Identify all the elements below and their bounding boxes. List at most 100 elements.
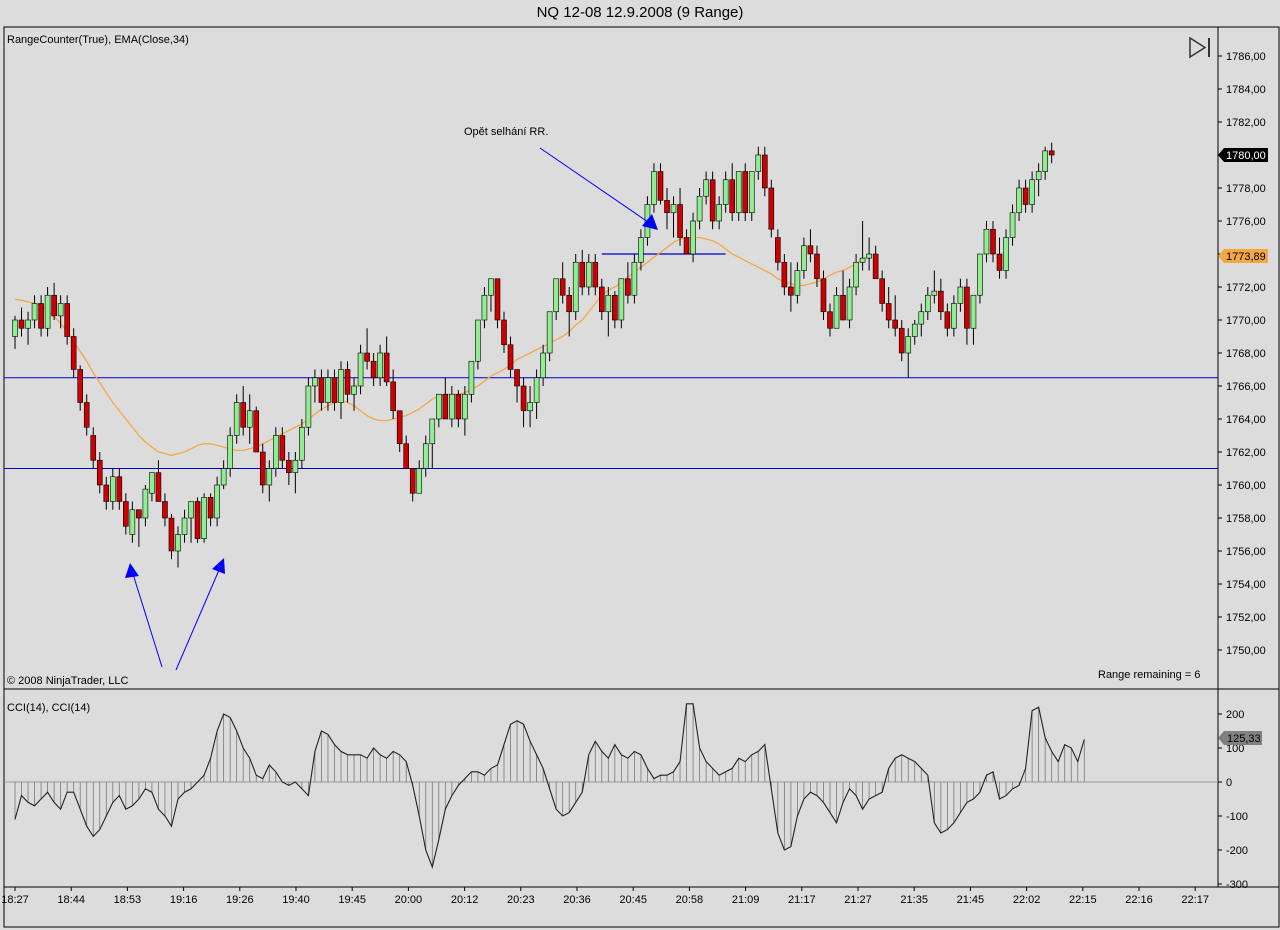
time-tick-label: 20:00: [395, 894, 423, 906]
down-candle-body: [390, 381, 396, 412]
candle: [540, 344, 546, 386]
time-tick-label: 19:26: [226, 894, 254, 906]
up-candle-body: [1042, 150, 1048, 172]
candle: [859, 221, 866, 271]
up-candle-body: [1009, 212, 1016, 238]
up-candle-body: [220, 468, 227, 486]
candle: [390, 369, 396, 419]
ema-badge: 1773,89: [1218, 249, 1268, 263]
cci-axis-ticks: 200 100 0 -100 -200 -300: [1218, 709, 1248, 891]
down-candle-body: [775, 237, 781, 263]
candle: [853, 254, 859, 296]
up-candle-body: [931, 290, 938, 296]
time-tick-label: 22:15: [1069, 894, 1097, 906]
last-price-badge: 1780,00: [1218, 148, 1268, 162]
candle: [696, 188, 703, 230]
up-candle-body: [188, 501, 194, 519]
candle: [318, 369, 325, 411]
candle: [990, 221, 996, 263]
candle: [729, 163, 736, 221]
up-candle-body: [631, 261, 638, 296]
candle: [468, 360, 475, 403]
annotation-text: Opět selhání RR.: [464, 126, 548, 138]
candle: [572, 254, 579, 320]
candle: [38, 295, 44, 337]
time-tick-label: 21:17: [788, 894, 816, 906]
time-tick-label: 21:35: [900, 894, 928, 906]
candle: [833, 287, 840, 329]
candle: [18, 307, 25, 337]
candle: [892, 295, 899, 337]
price-tick-label: 1778,00: [1226, 183, 1266, 195]
candle: [481, 287, 488, 329]
up-candle-body: [266, 468, 273, 486]
up-candle-body: [416, 468, 423, 494]
up-candle-body: [1029, 179, 1035, 205]
up-candle-body: [305, 385, 312, 428]
time-tick-label: 20:58: [676, 894, 704, 906]
down-candle-body: [892, 319, 899, 329]
cci-tick-label: -100: [1226, 811, 1248, 823]
up-candle-body: [846, 286, 853, 321]
ema-line-group: [14, 236, 870, 456]
skip-to-end-icon[interactable]: [1186, 36, 1214, 60]
up-candle-body: [670, 204, 677, 214]
up-candle-body: [651, 171, 657, 205]
price-tick-label: 1776,00: [1226, 216, 1266, 228]
candle: [409, 468, 416, 502]
candle: [449, 386, 455, 428]
candle: [677, 188, 683, 246]
candle: [116, 468, 123, 510]
down-candle-body: [455, 393, 462, 420]
up-candle-body: [703, 179, 709, 197]
down-candle-body: [207, 497, 214, 519]
up-candle-body: [983, 228, 990, 255]
ema-value-text: 1773,89: [1226, 251, 1266, 263]
candle: [911, 320, 918, 345]
candle: [364, 328, 370, 370]
cci-line-group: [14, 703, 1085, 869]
candle: [96, 452, 103, 494]
up-candle-body: [181, 517, 188, 535]
up-candle-body: [970, 294, 977, 329]
candle: [331, 369, 338, 411]
candle: [1048, 142, 1055, 164]
up-candle-body: [618, 278, 625, 321]
down-candle-body: [592, 261, 599, 288]
down-candle-body: [103, 484, 110, 502]
up-candle-body: [246, 410, 253, 428]
candle: [664, 188, 670, 230]
time-tick-label: 22:17: [1181, 894, 1209, 906]
price-tick-label: 1764,00: [1226, 414, 1266, 426]
up-candle-body: [299, 426, 305, 461]
candle: [44, 287, 51, 337]
up-candle-body: [1003, 237, 1009, 271]
candle: [123, 493, 129, 535]
candle: [305, 377, 312, 436]
candle: [670, 196, 677, 238]
down-candle-body: [1022, 187, 1029, 205]
time-tick-label: 20:12: [451, 894, 479, 906]
candle: [794, 262, 801, 304]
up-candle-body: [149, 472, 155, 494]
up-candle-body: [638, 237, 644, 263]
candle: [12, 315, 18, 349]
candle: [1042, 146, 1048, 180]
down-candle-body: [944, 311, 951, 329]
up-candle-body: [325, 377, 331, 403]
candle: [299, 419, 305, 469]
up-candle-body: [924, 294, 931, 313]
candle: [840, 270, 846, 321]
down-candle-body: [664, 200, 670, 214]
price-tick-label: 1784,00: [1226, 84, 1266, 96]
up-candle-body: [377, 352, 383, 379]
up-candle-body: [12, 319, 18, 337]
candle: [507, 336, 514, 378]
up-candle-body: [801, 245, 807, 271]
candle: [357, 344, 364, 395]
time-tick-label: 19:16: [170, 894, 198, 906]
cci-line: [14, 703, 1085, 869]
candle: [775, 229, 781, 271]
candle: [690, 212, 696, 263]
low-arrow-2-line: [175, 569, 220, 671]
